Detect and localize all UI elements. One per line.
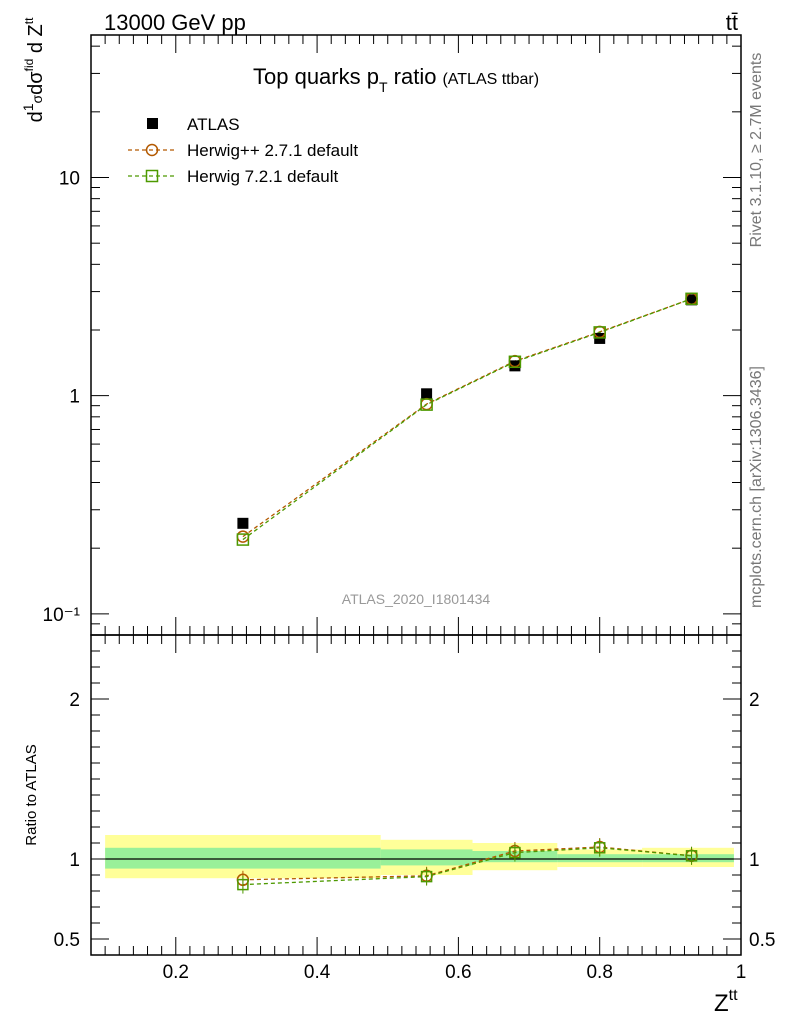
ratio-y-axis-label: Ratio to ATLAS [23, 744, 40, 845]
ratio-y-tick-label-right: 0.5 [749, 930, 775, 951]
y-tick-label: 10⁻¹ [43, 605, 81, 626]
ratio-band-inner [642, 854, 734, 863]
svg-text:Herwig++ 2.7.1 default: Herwig++ 2.7.1 default [187, 141, 358, 160]
x-tick-label: 0.4 [304, 962, 331, 983]
ratio-band-inner [380, 849, 473, 866]
ratio-herwig7-point [685, 850, 698, 862]
x-tick-label: 0.6 [445, 962, 471, 983]
svg-text:Ztt: Ztt [714, 987, 738, 1017]
x-axis-label: Ztt [714, 987, 738, 1017]
y-tick-label: 10 [59, 169, 80, 190]
ratio-data-marks [236, 838, 698, 894]
ratio-herwig7-point [237, 878, 249, 891]
ratio-herwig7-point [420, 870, 433, 883]
svg-text:ATLAS: ATLAS [187, 115, 240, 134]
main-data-marks [236, 292, 698, 546]
atlas-point [509, 360, 521, 372]
ratio-y-tick-label: 0.5 [54, 930, 80, 951]
ratio-band-inner [557, 854, 643, 863]
ratio-y-tick-label: 2 [69, 690, 80, 711]
ratio-herwig7-point [509, 846, 521, 859]
y-tick-label: 1 [69, 387, 80, 408]
svg-text:d1σdσfid d Ztt: d1σdσfid d Ztt [20, 17, 47, 123]
atlas-point [421, 388, 433, 400]
series-line [242, 298, 692, 541]
plot-title: Top quarks pT ratio (ATLAS ttbar) [253, 64, 539, 95]
svg-text:Top quarks pT ratio(ATLAS ttba: Top quarks pT ratio (ATLAS ttbar) [253, 64, 539, 95]
legend-entry-herwigpp: Herwig++ 2.7.1 default [128, 141, 358, 160]
herwig7-point [508, 355, 522, 369]
atlas-point [237, 517, 249, 529]
ratio-y-tick-label: 1 [69, 850, 80, 871]
series-line [242, 298, 692, 538]
herwig7-point [593, 326, 606, 339]
x-tick-label: 0.2 [163, 962, 189, 983]
mcplots-label: mcplots.cern.ch [arXiv:1306.3436] [748, 366, 765, 608]
ratio-y-tick-label-right: 1 [749, 850, 760, 871]
ratio-panel-frame [90, 634, 742, 956]
x-axis-ticks: 0.2 0.4 0.6 0.8 1 [104, 35, 747, 983]
main-y-axis-label: d1σdσfid d Ztt [20, 17, 47, 123]
herwig7-point [236, 533, 250, 546]
ratio-axis-ticks: 0.5 0.5 1 1 2 2 [54, 634, 775, 951]
atlas-point [686, 294, 698, 306]
legend: ATLAS Herwig++ 2.7.1 default Herwig 7.2.… [128, 115, 358, 186]
legend-entry-atlas: ATLAS [147, 115, 240, 134]
legend-entry-herwig7: Herwig 7.2.1 default [128, 167, 338, 186]
svg-text:Herwig 7.2.1 default: Herwig 7.2.1 default [187, 167, 338, 186]
x-tick-label: 0.8 [586, 962, 612, 983]
header-process: tt̄ [726, 10, 738, 35]
ratio-band-inner [105, 847, 381, 869]
ratio-uncertainty-bands [105, 835, 734, 879]
rivet-label: Rivet 3.1.10, ≥ 2.7M events [748, 53, 765, 248]
main-axis-ticks: 10⁻¹ 1 10 [43, 45, 741, 636]
x-tick-label: 1 [736, 962, 747, 983]
ratio-y-tick-label-right: 2 [749, 690, 760, 711]
analysis-watermark: ATLAS_2020_I1801434 [342, 591, 491, 607]
herwig7-point [685, 292, 698, 306]
herwig7-point [420, 398, 433, 411]
ratio-herwig7-point [593, 842, 606, 854]
header-energy: 13000 GeV pp [104, 10, 246, 35]
